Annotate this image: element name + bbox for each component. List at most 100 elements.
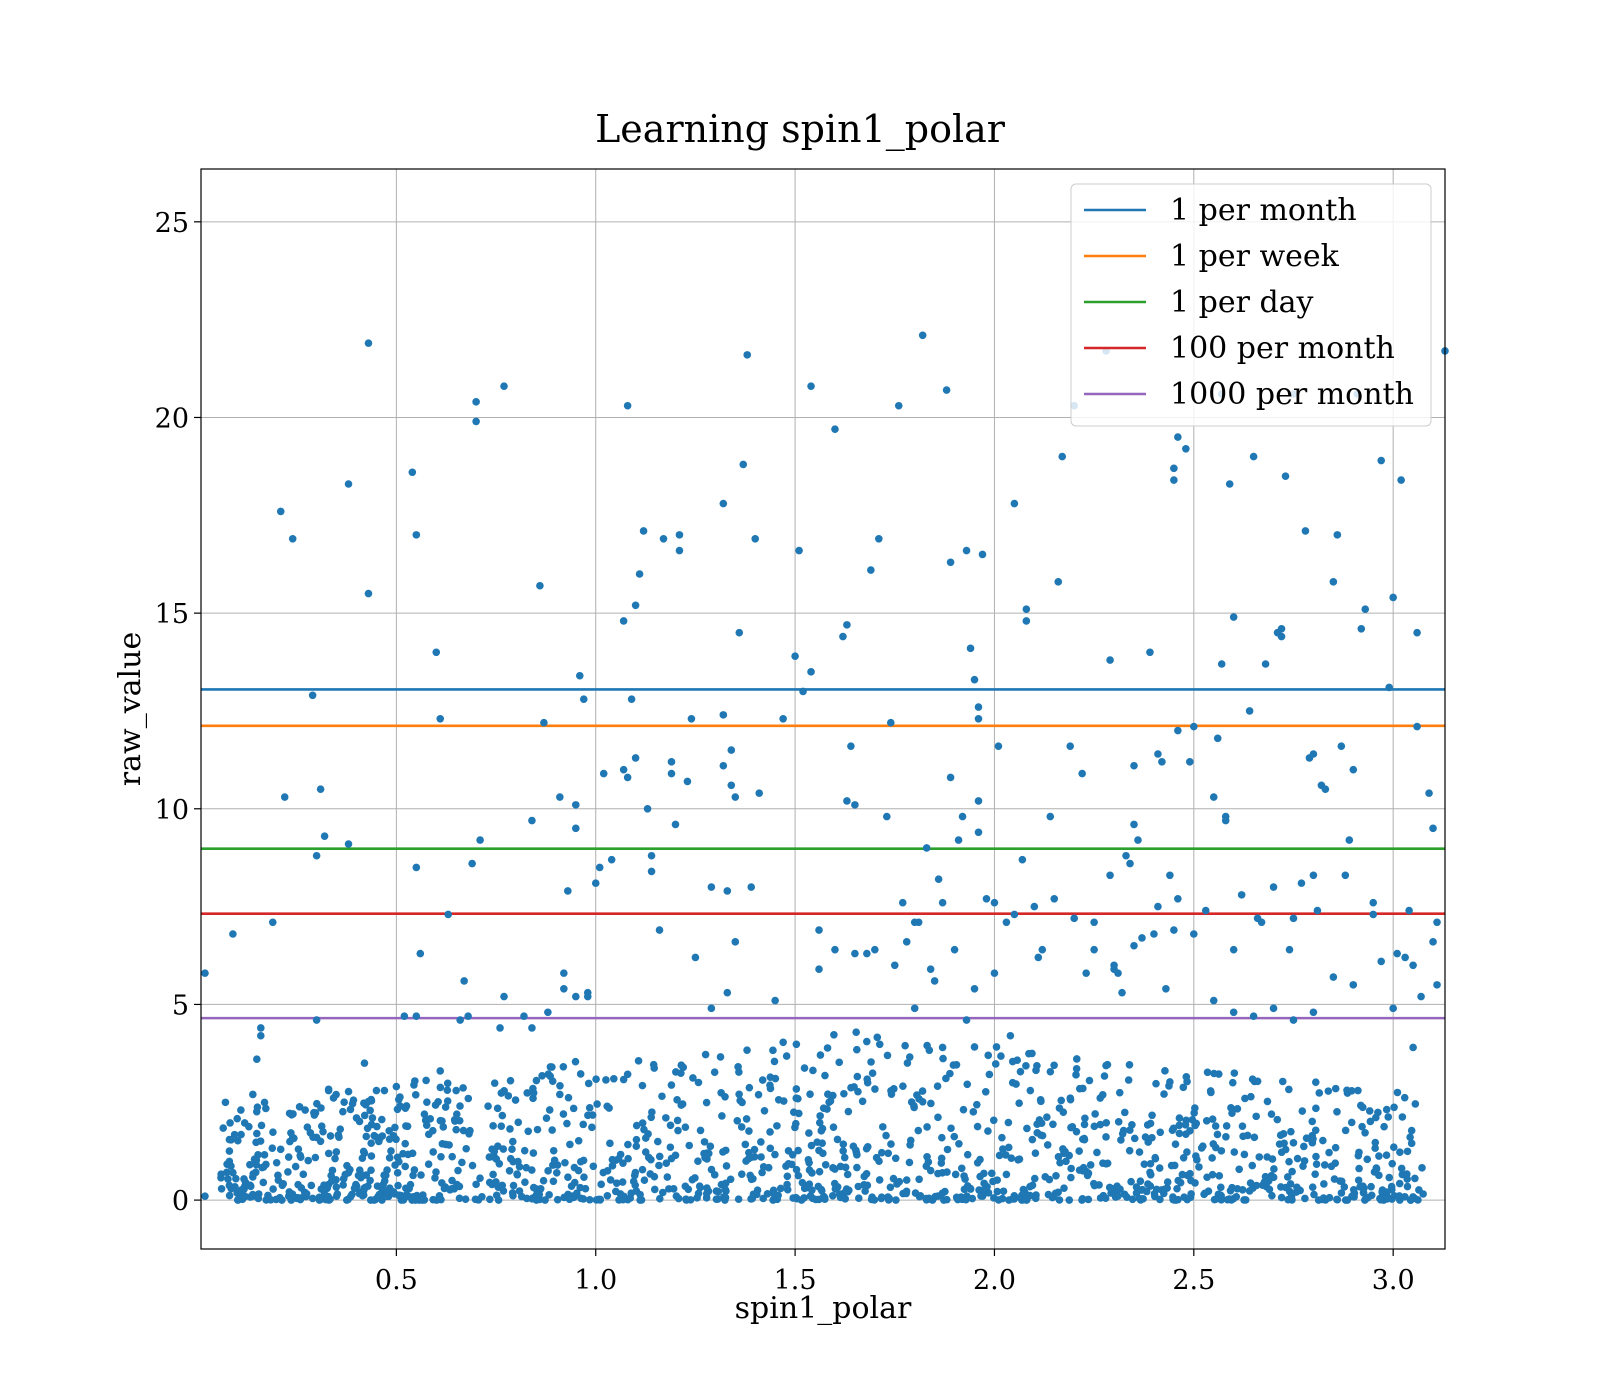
data-point	[381, 1192, 390, 1201]
data-point	[623, 773, 632, 782]
data-point	[1389, 1004, 1397, 1013]
data-point	[995, 1151, 1004, 1160]
data-point	[1170, 926, 1178, 934]
data-point	[1214, 1190, 1223, 1199]
data-point	[1393, 949, 1401, 958]
data-point	[1155, 1164, 1164, 1172]
data-point	[1230, 1069, 1239, 1077]
data-point	[1018, 1191, 1026, 1200]
data-point	[1226, 1186, 1235, 1195]
data-point	[599, 1168, 608, 1177]
data-point	[902, 938, 911, 946]
data-point	[484, 1102, 492, 1110]
data-point	[422, 1121, 431, 1129]
data-point	[714, 1187, 723, 1196]
data-point	[268, 1144, 277, 1152]
data-point	[823, 1044, 832, 1052]
data-point	[1228, 1078, 1237, 1087]
data-point	[889, 1174, 898, 1183]
data-point	[754, 1090, 763, 1099]
data-point	[1354, 1086, 1362, 1095]
data-point	[1397, 1164, 1406, 1173]
data-point	[863, 1075, 871, 1084]
data-point	[1150, 1190, 1159, 1198]
data-point	[1277, 632, 1286, 641]
data-point	[1311, 1126, 1320, 1135]
data-point	[1363, 1155, 1372, 1164]
data-point	[561, 1158, 569, 1167]
data-point	[1378, 1186, 1387, 1194]
data-point	[237, 1106, 245, 1114]
data-point	[380, 1171, 388, 1180]
data-point	[1250, 1133, 1259, 1142]
data-point	[360, 1111, 369, 1120]
data-point	[504, 1092, 513, 1100]
data-point	[546, 1063, 555, 1071]
data-point	[367, 1139, 375, 1148]
data-point	[224, 1175, 232, 1183]
data-point	[499, 1145, 508, 1153]
data-point	[974, 703, 983, 711]
data-point	[402, 1190, 411, 1199]
data-point	[1233, 1104, 1242, 1113]
data-point	[488, 1152, 497, 1161]
data-point	[1300, 1142, 1308, 1151]
data-point	[803, 1183, 812, 1192]
x-ticks: 0.5 1.0 1.5 2.0 2.5 3.0	[375, 1249, 1415, 1296]
data-point	[1102, 1133, 1110, 1141]
data-point	[592, 1075, 600, 1083]
data-point	[576, 1183, 585, 1192]
data-point	[742, 1157, 750, 1165]
data-point	[1102, 1118, 1111, 1127]
data-point	[287, 1129, 295, 1137]
data-point	[1028, 1135, 1037, 1144]
data-point	[650, 1185, 659, 1194]
data-point	[1216, 1183, 1225, 1192]
data-point	[655, 926, 664, 934]
data-point	[1203, 1173, 1211, 1182]
data-point	[500, 992, 508, 1001]
data-point	[1309, 1135, 1317, 1143]
data-point	[385, 1135, 394, 1144]
data-point	[677, 1069, 685, 1078]
data-point	[317, 1185, 326, 1193]
data-point	[1268, 1191, 1276, 1200]
data-point	[902, 1176, 911, 1184]
data-point	[564, 1093, 573, 1102]
data-point	[456, 1016, 464, 1024]
data-point	[616, 1150, 625, 1159]
data-point	[1261, 660, 1270, 668]
data-point	[1036, 1096, 1045, 1104]
data-point	[851, 949, 859, 958]
data-point	[452, 1086, 460, 1095]
data-point	[1237, 891, 1246, 899]
data-point	[217, 1185, 226, 1193]
data-point	[458, 1158, 466, 1167]
data-point	[1210, 1195, 1219, 1204]
data-point	[806, 1192, 815, 1200]
data-point	[550, 1156, 559, 1165]
data-point	[278, 1181, 287, 1190]
data-point	[1409, 1043, 1417, 1052]
data-point	[619, 1195, 627, 1204]
data-point	[819, 1104, 828, 1112]
data-point	[1319, 1136, 1327, 1145]
data-point	[858, 1097, 867, 1106]
data-point	[632, 1121, 641, 1130]
data-point	[1275, 1140, 1284, 1148]
data-point	[717, 1180, 726, 1189]
data-point	[301, 1106, 309, 1114]
data-point	[1006, 1031, 1015, 1040]
data-point	[843, 1170, 852, 1179]
data-point	[296, 1151, 305, 1160]
data-point	[544, 1167, 552, 1175]
data-point	[1312, 1152, 1320, 1161]
data-point	[1102, 1160, 1111, 1168]
data-point	[1002, 1170, 1011, 1179]
data-point	[444, 910, 453, 919]
data-point	[826, 1097, 835, 1105]
data-point	[1144, 1180, 1152, 1188]
data-point	[339, 1107, 347, 1116]
data-point	[1033, 1061, 1041, 1070]
data-point	[341, 1170, 350, 1179]
